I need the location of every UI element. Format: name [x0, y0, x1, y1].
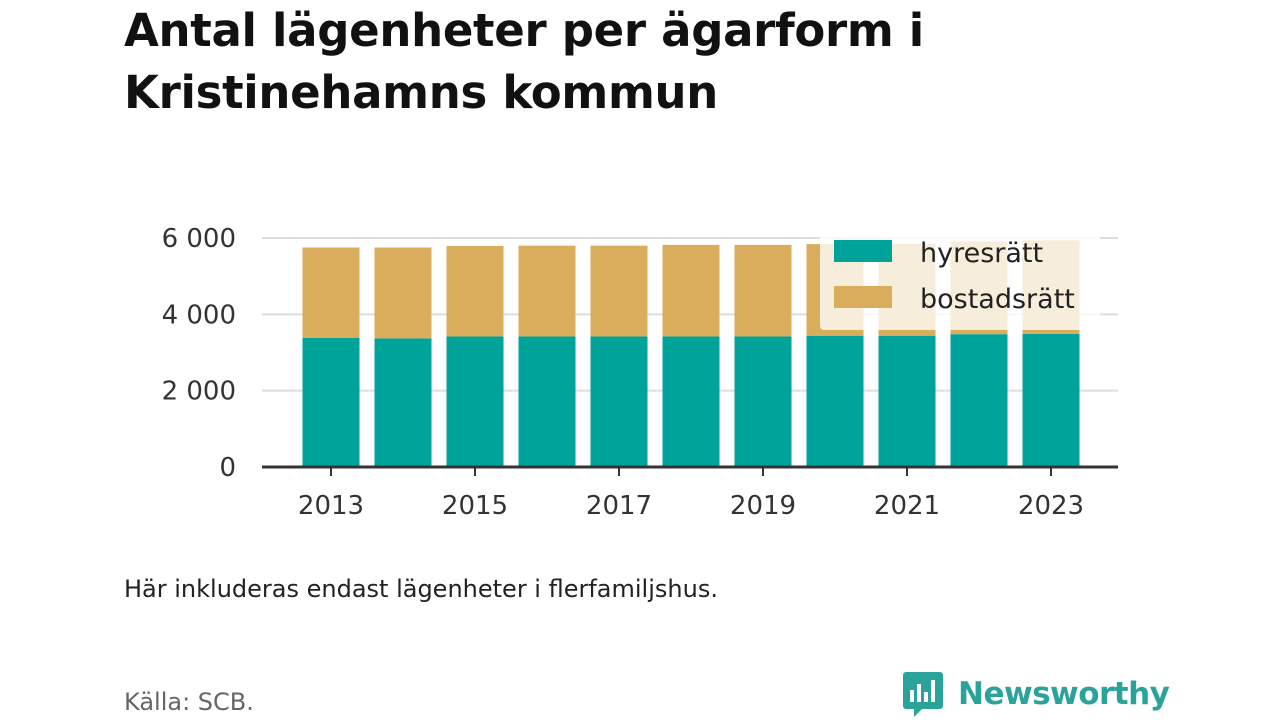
axes: 0 2 000 4 000 6 000 2013 2015 2017 2019 2021 2023	[162, 224, 1118, 521]
x-tick-label: 2017	[586, 491, 652, 521]
x-tick-label: 2015	[442, 491, 508, 521]
bar-bostadsratt	[302, 247, 360, 338]
bar-bostadsratt	[662, 244, 720, 337]
bar-hyresratt	[950, 334, 1008, 467]
chart-note: Här inkluderas endast lägenheter i flerf…	[124, 575, 718, 603]
bar-hyresratt	[806, 335, 864, 467]
legend-swatch-bostadsratt	[834, 286, 892, 308]
y-tick-label: 6 000	[162, 224, 236, 254]
y-tick-label: 0	[219, 453, 236, 483]
chart-source: Källa: SCB.	[124, 688, 254, 716]
legend: hyresrätt bostadsrätt	[820, 226, 1100, 330]
legend-label-hyresratt: hyresrätt	[920, 238, 1043, 269]
newsworthy-logo-icon	[903, 672, 943, 717]
bar-bostadsratt	[518, 245, 576, 337]
brand-name: Newsworthy	[958, 676, 1170, 712]
bar-hyresratt	[734, 336, 792, 467]
bar-bostadsratt	[734, 244, 792, 337]
x-tick-label: 2023	[1018, 491, 1084, 521]
legend-swatch-hyresratt	[834, 240, 892, 262]
bar-hyresratt	[302, 337, 360, 467]
y-tick-label: 4 000	[162, 300, 236, 330]
bar-hyresratt	[518, 336, 576, 467]
y-tick-label: 2 000	[162, 377, 236, 407]
bar-hyresratt	[590, 336, 648, 467]
bar-hyresratt	[1022, 333, 1080, 467]
brand-logo: Newsworthy	[902, 670, 1170, 718]
bar-hyresratt	[446, 336, 504, 467]
bar-hyresratt	[878, 335, 936, 467]
bar-bostadsratt	[446, 246, 504, 337]
bar-hyresratt	[662, 336, 720, 467]
bar-bostadsratt	[374, 247, 432, 339]
bar-hyresratt	[374, 338, 432, 467]
x-tick-label: 2021	[874, 491, 940, 521]
x-tick-label: 2013	[298, 491, 364, 521]
legend-label-bostadsratt: bostadsrätt	[920, 284, 1075, 315]
chart-title: Antal lägenheter per ägarform i Kristine…	[124, 4, 924, 119]
bar-bostadsratt	[590, 245, 648, 337]
x-tick-label: 2019	[730, 491, 796, 521]
